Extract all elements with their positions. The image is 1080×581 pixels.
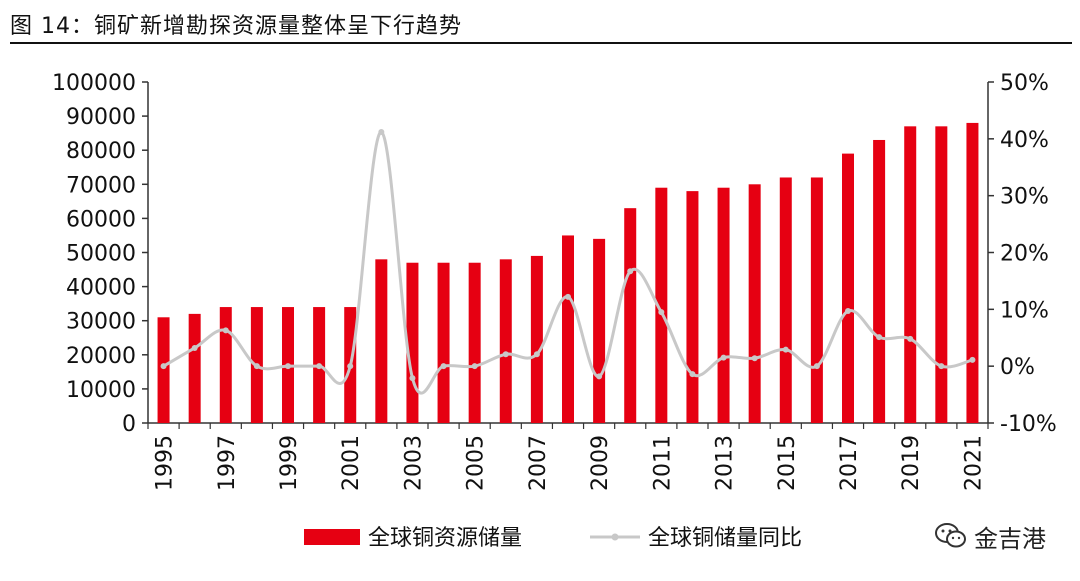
- line-point: [316, 363, 323, 370]
- line-point: [253, 363, 260, 370]
- line-point: [440, 363, 447, 370]
- bar: [593, 238, 606, 423]
- line-point: [222, 327, 229, 334]
- y-left-tick-label: 60000: [66, 207, 136, 232]
- y-left-tick-label: 40000: [66, 276, 136, 301]
- x-tick-label: 2019: [899, 435, 924, 491]
- bar: [468, 262, 481, 423]
- x-tick-label: 1995: [153, 435, 178, 491]
- line-point: [502, 351, 509, 358]
- bar: [530, 255, 543, 423]
- x-tick-label: 2013: [713, 435, 738, 491]
- legend-swatch-point: [611, 533, 619, 541]
- bar: [873, 139, 886, 423]
- bar: [157, 317, 170, 423]
- bar: [624, 208, 637, 423]
- line-point: [907, 335, 914, 342]
- y-right-tick-label: 10%: [1000, 298, 1049, 323]
- line-point: [627, 268, 634, 275]
- bar: [842, 153, 854, 424]
- bar: [499, 259, 512, 423]
- line-point: [471, 363, 478, 370]
- x-tick-label: 1997: [215, 435, 240, 491]
- legend-swatch-bar: [304, 529, 360, 545]
- bar: [655, 187, 668, 423]
- x-tick-label: 2021: [961, 435, 986, 491]
- y-left-tick-label: 80000: [66, 139, 136, 164]
- chart-title: 图 14：铜矿新增勘探资源量整体呈下行趋势: [10, 14, 462, 39]
- y-right-tick-label: 40%: [1000, 128, 1049, 153]
- y-right-tick-label: 30%: [1000, 185, 1049, 210]
- line-point: [751, 355, 758, 362]
- y-left-tick-label: 30000: [66, 310, 136, 335]
- x-tick-label: 2001: [339, 435, 364, 491]
- line-point: [876, 334, 883, 341]
- line-point: [845, 308, 851, 315]
- legend-label-line: 全球铜储量同比: [648, 526, 802, 551]
- x-tick-label: 2011: [650, 435, 675, 491]
- line-point: [720, 354, 727, 361]
- y-left-tick-label: 10000: [66, 378, 136, 403]
- line-point: [285, 363, 291, 370]
- bar: [779, 177, 792, 423]
- y-left-tick-label: 90000: [66, 105, 136, 130]
- bar: [219, 307, 232, 423]
- line-point: [658, 309, 665, 316]
- bar: [188, 313, 201, 423]
- line-point: [191, 344, 198, 351]
- bar: [966, 122, 979, 424]
- bar: [810, 177, 823, 423]
- x-tick-label: 2015: [775, 435, 800, 491]
- x-tick-label: 1999: [277, 435, 302, 491]
- line-point: [782, 346, 789, 353]
- watermark-text: 金吉港: [974, 524, 1046, 553]
- y-left-tick-label: 20000: [66, 344, 136, 369]
- bar: [437, 262, 450, 423]
- x-tick-label: 2003: [401, 435, 426, 491]
- line-point: [409, 375, 416, 382]
- line-point: [533, 351, 540, 358]
- bar: [686, 191, 699, 423]
- line-point: [813, 363, 820, 370]
- line-point: [596, 373, 603, 380]
- y-right-tick-label: 20%: [1000, 242, 1049, 267]
- x-tick-label: 2017: [837, 435, 862, 491]
- bar: [562, 235, 574, 423]
- bar: [748, 184, 761, 423]
- y-right-tick-label: 50%: [1000, 71, 1049, 96]
- line-point: [938, 363, 945, 370]
- y-right-tick-label: 0%: [1000, 355, 1035, 380]
- line-point: [565, 293, 571, 300]
- title-bar: 图 14：铜矿新增勘探资源量整体呈下行趋势: [0, 0, 1080, 44]
- bar: [717, 187, 730, 423]
- x-tick-label: 2007: [526, 435, 551, 491]
- y-right-tick-label: -10%: [1000, 412, 1057, 437]
- line-point: [347, 363, 354, 370]
- bar: [935, 126, 948, 423]
- y-left-tick-label: 100000: [52, 71, 136, 96]
- y-left-tick-label: 70000: [66, 173, 136, 198]
- line-point: [969, 356, 976, 363]
- bar: [904, 126, 917, 423]
- y-left-tick-label: 0: [122, 412, 136, 437]
- wechat-icon: [935, 523, 966, 548]
- bar: [375, 259, 388, 423]
- x-tick-label: 2005: [464, 435, 489, 491]
- x-tick-label: 2009: [588, 435, 613, 491]
- watermark: 金吉港: [934, 518, 1046, 554]
- line-point: [689, 371, 696, 378]
- title-divider: [10, 42, 1072, 44]
- line-point: [160, 363, 167, 370]
- legend-label-bar: 全球铜资源储量: [368, 526, 522, 551]
- y-left-tick-label: 50000: [66, 242, 136, 267]
- line-point: [378, 129, 385, 136]
